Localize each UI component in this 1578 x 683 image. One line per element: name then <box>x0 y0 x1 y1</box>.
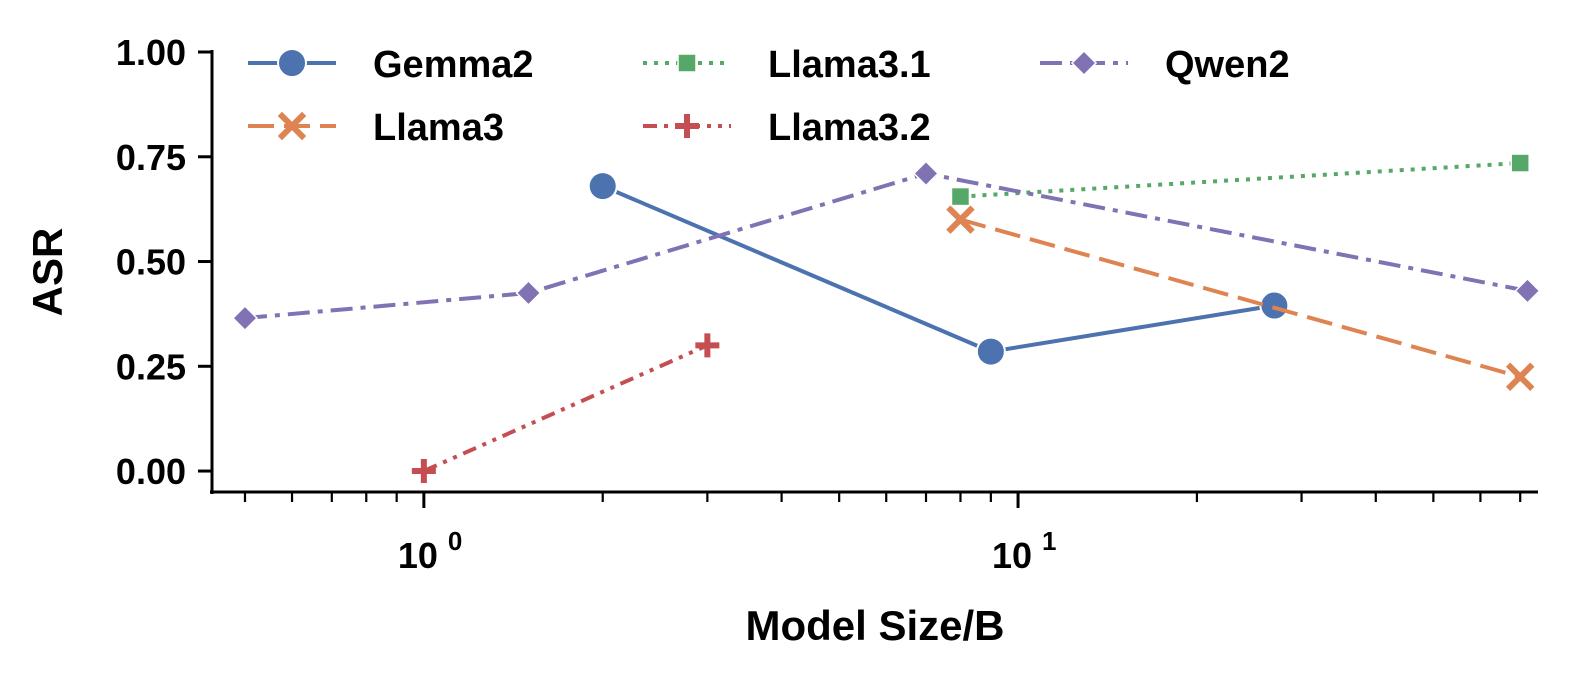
legend-label-llama3-2: Llama3.2 <box>768 107 931 149</box>
legend-label-qwen2: Qwen2 <box>1165 44 1290 86</box>
legend-marker-gemma2 <box>277 48 307 78</box>
legend-label-llama3-1: Llama3.1 <box>768 44 931 86</box>
x-tick-label: 10 <box>992 535 1032 576</box>
y-axis-title: ASR <box>24 228 71 317</box>
x-tick-exponent: 1 <box>1042 526 1056 556</box>
data-point-llama3-2 <box>411 459 436 484</box>
y-tick-label: 0.25 <box>116 346 186 387</box>
y-tick-label: 0.50 <box>116 242 186 283</box>
y-tick-label: 0.75 <box>116 137 186 178</box>
legend-item-gemma2: Gemma2 <box>248 44 534 86</box>
legend-marker-llama3-1 <box>677 53 697 73</box>
axes: 0.00 0.25 0.50 0.75 1.00 10 0 10 1 <box>116 32 1538 576</box>
legend-item-llama3-1: Llama3.1 <box>643 44 931 86</box>
series-qwen2 <box>231 160 1541 332</box>
data-point-gemma2 <box>1259 290 1290 321</box>
x-tick-label: 10 <box>398 535 438 576</box>
data-point-qwen2 <box>231 305 259 332</box>
data-point-llama3-2 <box>695 333 720 358</box>
series-layer <box>231 153 1541 484</box>
series-line-qwen2 <box>244 171 1528 321</box>
data-point-llama3 <box>1505 362 1535 392</box>
legend-marker-qwen2 <box>1070 49 1098 77</box>
legend-marker-llama3-2 <box>675 114 699 138</box>
x-axis-title: Model Size/B <box>745 602 1004 649</box>
series-llama3 <box>946 205 1535 392</box>
legend-label-llama3: Llama3 <box>373 107 504 149</box>
data-point-qwen2 <box>1514 277 1541 304</box>
series-llama3-2 <box>411 333 720 484</box>
legend-label-gemma2: Gemma2 <box>373 44 534 86</box>
data-point-qwen2 <box>515 279 542 307</box>
series-line-llama3-2 <box>423 343 709 473</box>
data-point-llama3-1 <box>1510 153 1530 173</box>
series-llama3-1 <box>950 153 1530 207</box>
data-point-gemma2 <box>975 336 1006 367</box>
legend-item-llama3-2: Llama3.2 <box>643 107 931 149</box>
series-line-gemma2 <box>601 184 1275 354</box>
series-line-llama3 <box>959 217 1521 379</box>
data-point-llama3-1 <box>950 186 971 207</box>
series-line-llama3-1 <box>960 161 1521 199</box>
legend-marker-llama3 <box>277 111 307 141</box>
legend-item-qwen2: Qwen2 <box>1040 44 1290 86</box>
legend: Gemma2 Llama3 Llama3.1 Llama3.2 Qwen2 <box>248 44 1290 149</box>
data-point-gemma2 <box>587 171 618 202</box>
y-tick-label: 1.00 <box>116 32 186 73</box>
legend-item-llama3: Llama3 <box>248 107 504 149</box>
y-tick-label: 0.00 <box>116 451 186 492</box>
data-point-llama3 <box>946 205 975 234</box>
x-tick-exponent: 0 <box>448 526 462 556</box>
series-gemma2 <box>587 171 1290 367</box>
data-point-qwen2 <box>912 160 940 187</box>
